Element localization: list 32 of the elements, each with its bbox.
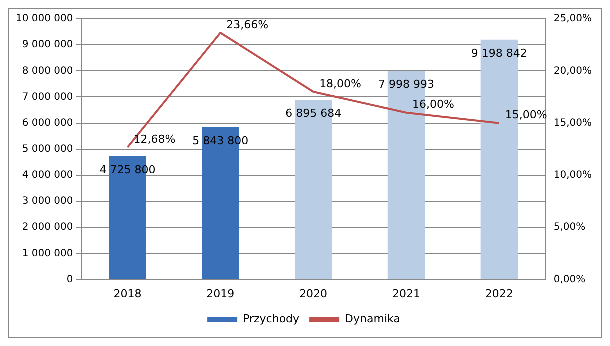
y2-tick-label: 0,00%: [554, 274, 586, 286]
data-label: 23,66%: [226, 18, 269, 32]
y2-tick-label: 10,00%: [554, 170, 592, 182]
y-tick-label: 9 000 000: [22, 40, 74, 51]
y-tick-label: 6 000 000: [22, 118, 74, 129]
data-label: 6 895 684: [286, 106, 342, 120]
legend-label: Dynamika: [345, 312, 400, 326]
y2-tick-label: 15,00%: [554, 118, 592, 129]
data-label: 16,00%: [412, 98, 454, 112]
data-label: 12,68%: [134, 132, 176, 146]
y-tick-label: 10 000 000: [16, 14, 74, 25]
data-label: 15,00%: [505, 108, 548, 122]
y-tick-label: 8 000 000: [22, 66, 74, 77]
y-tick-label: 0: [66, 274, 74, 286]
y2-tick-label: 20,00%: [554, 66, 592, 77]
y-tick-label: 1 000 000: [22, 248, 74, 260]
y2-tick-label: 25,00%: [554, 14, 592, 25]
x-tick-label: 2018: [114, 287, 142, 300]
data-label: 18,00%: [320, 77, 362, 90]
y-tick-label: 2 000 000: [22, 222, 74, 234]
y-tick-label: 7 000 000: [22, 92, 74, 103]
y-tick-label: 5 000 000: [22, 144, 74, 155]
x-tick-label: 2022: [485, 287, 514, 300]
x-tick-label: 2021: [392, 287, 420, 300]
y-tick-label: 4 000 000: [22, 170, 74, 182]
data-label: 7 998 993: [378, 78, 434, 92]
legend-label: Przychody: [243, 312, 300, 326]
x-tick-label: 2020: [300, 287, 328, 300]
data-label: 9 198 842: [471, 46, 528, 60]
x-tick-label: 2019: [206, 287, 235, 300]
y-tick-label: 3 000 000: [22, 196, 74, 208]
y2-tick-label: 5,00%: [554, 222, 586, 234]
